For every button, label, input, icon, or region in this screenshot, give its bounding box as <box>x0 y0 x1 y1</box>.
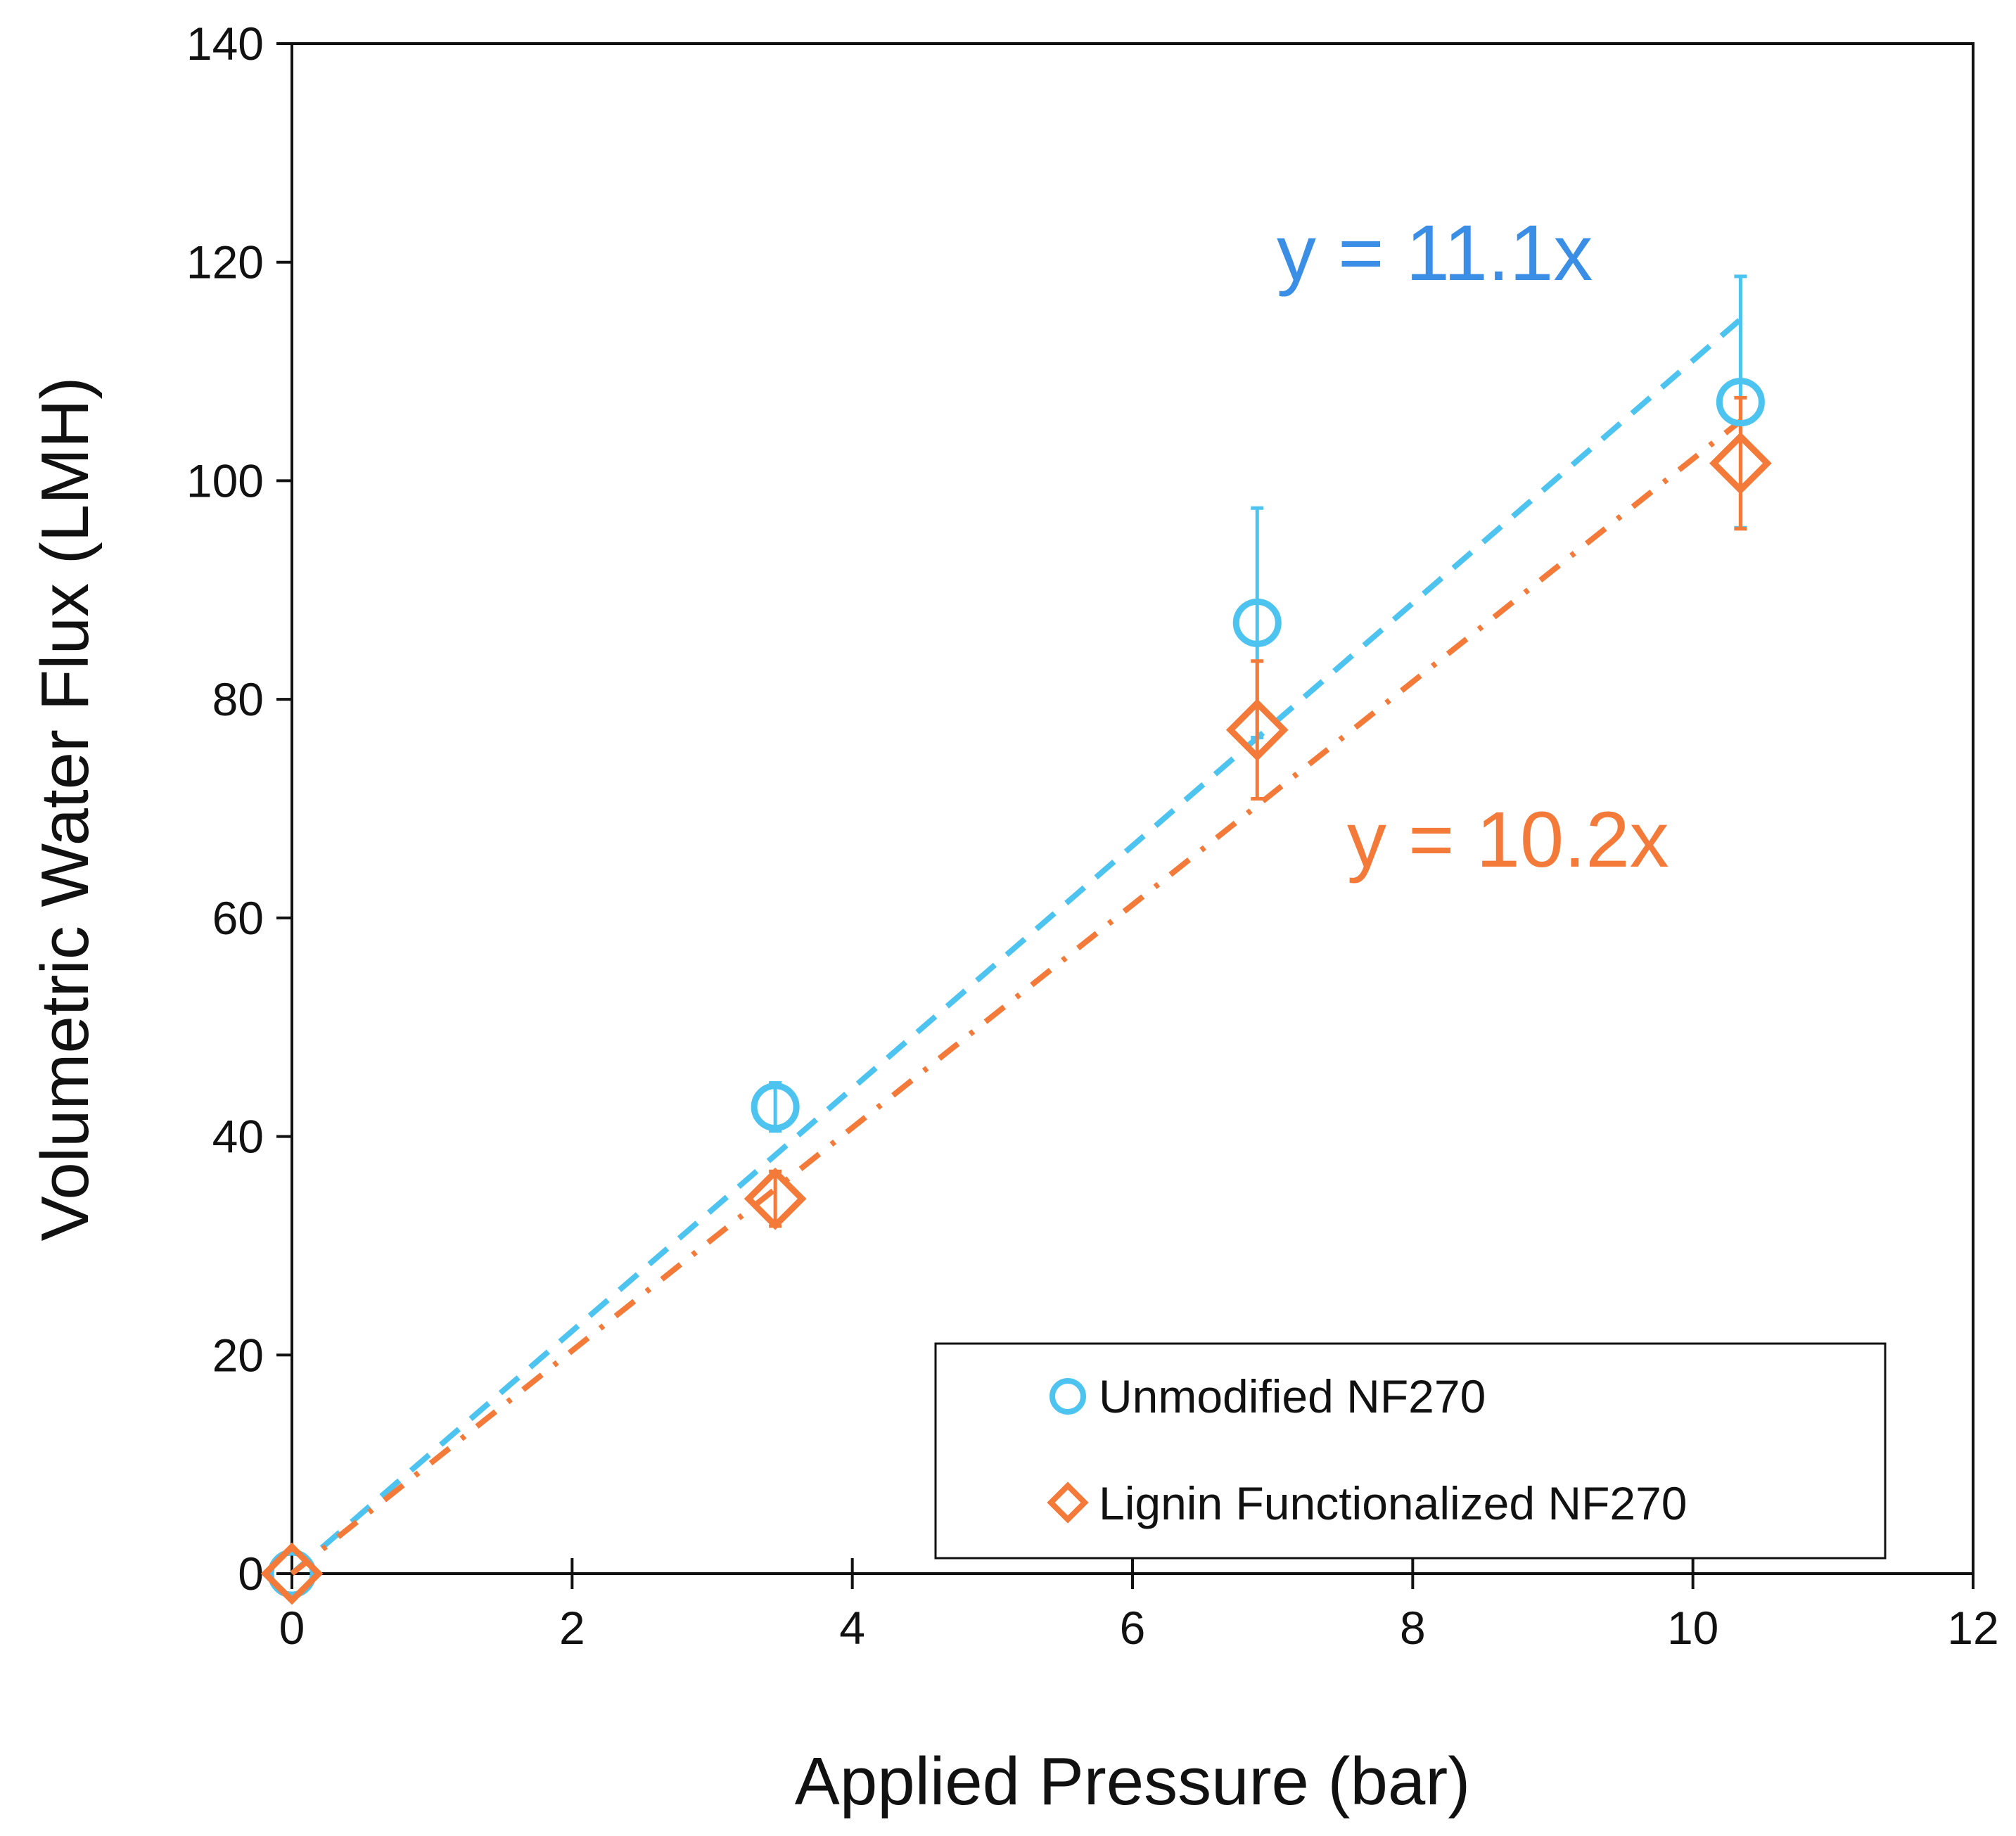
y-tick-label-60: 60 <box>212 892 264 944</box>
fit-lines <box>290 317 1743 1576</box>
fit-line-1 <box>290 419 1742 1576</box>
x-tick-label-12: 12 <box>1947 1602 1998 1654</box>
point-unmodified-1 <box>751 1083 800 1132</box>
legend-box <box>934 1342 1887 1560</box>
fit-equation-unmodified: y = 11.1x <box>1277 209 1593 297</box>
y-axis-ticks: 0 20 40 60 80 100 120 140 <box>186 18 292 1600</box>
point-lignin-0 <box>260 1542 324 1605</box>
y-tick-label-80: 80 <box>212 673 264 725</box>
x-tick-label-10: 10 <box>1667 1602 1718 1654</box>
point-unmodified-3 <box>1716 378 1765 427</box>
y-tick-label-40: 40 <box>212 1111 264 1163</box>
y-tick-label-140: 140 <box>186 18 264 70</box>
y-tick-label-20: 20 <box>212 1329 264 1381</box>
y-axis-title: Volumetric Water Flux (LMH) <box>27 377 103 1242</box>
legend-marker-lignin <box>1047 1481 1089 1524</box>
data-markers <box>260 378 1772 1605</box>
point-lignin-3 <box>1709 432 1772 495</box>
point-lignin-1 <box>744 1167 807 1230</box>
y-tick-label-0: 0 <box>238 1548 264 1600</box>
legend-marker-unmodified <box>1050 1378 1086 1415</box>
x-tick-label-8: 8 <box>1400 1602 1426 1654</box>
y-tick-label-120: 120 <box>186 236 264 288</box>
error-bars <box>769 274 1747 1228</box>
x-tick-label-6: 6 <box>1120 1602 1146 1654</box>
legend-label-lignin: Lignin Functionalized NF270 <box>1099 1477 1688 1529</box>
point-unmodified-0 <box>267 1549 317 1598</box>
y-tick-label-100: 100 <box>186 454 264 506</box>
fit-line-0 <box>290 317 1743 1576</box>
legend: Unmodified NF270 Lignin Functionalized N… <box>934 1342 1887 1560</box>
x-tick-label-0: 0 <box>279 1602 305 1654</box>
legend-label-unmodified: Unmodified NF270 <box>1099 1370 1486 1422</box>
x-axis-title: Applied Pressure (bar) <box>795 1744 1470 1819</box>
fit-equation-lignin: y = 10.2x <box>1347 796 1669 884</box>
x-tick-label-2: 2 <box>559 1602 585 1654</box>
x-axis-ticks: 0 2 4 6 8 10 12 <box>279 1558 1999 1654</box>
point-lignin-2 <box>1225 699 1289 762</box>
point-unmodified-2 <box>1232 598 1282 647</box>
x-tick-label-4: 4 <box>839 1602 865 1654</box>
